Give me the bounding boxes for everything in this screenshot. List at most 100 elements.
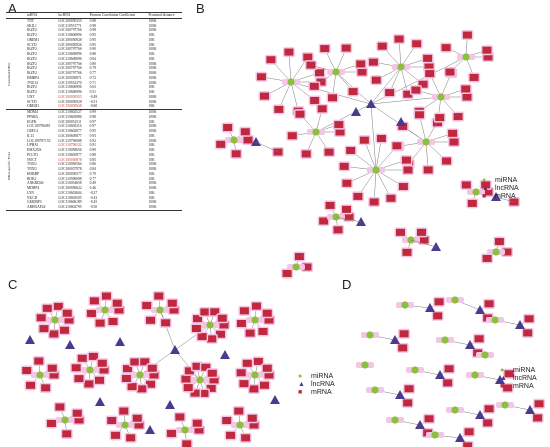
legend-c: ● miRNA ▲ lncRNA ■ mRNA xyxy=(298,372,335,396)
mrna-node xyxy=(404,385,414,393)
legend-item-mrna: ■ mRNA xyxy=(482,192,516,200)
mirna-node xyxy=(181,426,189,434)
mrna-node xyxy=(260,92,270,100)
mrna-node xyxy=(403,399,413,407)
mrna-node xyxy=(282,269,292,277)
mirna-node xyxy=(422,138,430,146)
mrna-node xyxy=(26,381,36,389)
mrna-node xyxy=(301,150,311,158)
cell-pearson: -0.51 xyxy=(89,99,98,104)
mirna-node xyxy=(251,316,259,324)
mrna-node xyxy=(371,76,381,84)
mirna-node xyxy=(101,306,109,314)
legend-d: ● miRNA ▲ lncRNA ■ mRNA xyxy=(500,366,537,390)
cell-distance: 100K xyxy=(148,80,157,85)
cell-pearson: 0.95 xyxy=(89,37,96,42)
cell-pearson: 0.77 xyxy=(89,71,96,75)
lncrna-node xyxy=(65,340,75,349)
mrna-node xyxy=(449,138,459,146)
legend-item-lncrna: ▲ lncRNA xyxy=(482,184,519,192)
table-row: HORBP LOC100050577 0.79 10K xyxy=(6,172,182,177)
panel-label-c: C xyxy=(8,277,18,292)
mrna-node xyxy=(441,44,451,52)
cell-mrna: IKZF2 xyxy=(27,61,37,66)
cell-lncrna: LOC110603505 xyxy=(58,195,82,200)
mrna-node xyxy=(346,146,356,154)
table-row: IKZF2 LOC100797766 0.79 100K xyxy=(6,66,182,71)
mrna-node xyxy=(74,416,84,424)
mrna-node xyxy=(324,148,334,156)
panel-a-table: mRNA lncRNA Pearson Correlation Coeffici… xyxy=(6,12,182,264)
cell-distance: 10K xyxy=(148,56,155,61)
mirna-node xyxy=(492,248,500,256)
table-row: NOCT LOC100050878 0.85 10K xyxy=(6,158,182,163)
network-edge xyxy=(370,96,442,105)
cell-pearson: 0.46 xyxy=(89,186,96,190)
cell-pearson: 0.88 xyxy=(89,52,96,56)
mrna-node xyxy=(62,430,72,438)
network-d xyxy=(356,296,546,447)
mirna-node xyxy=(332,213,340,221)
mirna-node xyxy=(451,406,459,414)
table-row: HMBP4 LOC100050871 0.72 100K xyxy=(6,76,182,81)
cell-mrna: OREM1 xyxy=(27,104,40,109)
mrna-node xyxy=(242,359,252,367)
mrna-node xyxy=(419,236,429,244)
mrna-node xyxy=(49,330,59,338)
mirna-node xyxy=(61,416,69,424)
cell-mrna: TNXU xyxy=(27,167,37,171)
cell-distance: 100K xyxy=(148,167,157,171)
mrna-node xyxy=(333,226,343,234)
mrna-node xyxy=(147,364,157,372)
cell-distance: 100K xyxy=(148,181,157,186)
cell-lncrna: LOC110600896 xyxy=(58,56,82,61)
cell-lncrna: LOC100050355 xyxy=(58,94,82,99)
network-edge xyxy=(370,103,377,171)
mrna-node xyxy=(132,414,142,422)
table-row: OREM1 LOC100050928 0.95 10K xyxy=(6,38,182,43)
cell-lncrna: LOC110600896 xyxy=(58,33,82,37)
cell-distance: 100K xyxy=(148,200,157,205)
mrna-node xyxy=(49,371,59,379)
mrna-node xyxy=(334,121,344,129)
cell-pearson: 0.86 xyxy=(89,162,96,167)
cell-mrna: PCLTO xyxy=(27,152,38,157)
table-row: IKZF2 LOC110600896 0.95 10K xyxy=(6,33,182,38)
table-row: PCLTO LOC110605877 0.88 10K xyxy=(6,153,182,158)
mrna-node xyxy=(484,300,494,308)
cell-pearson: 0.72 xyxy=(89,75,96,80)
network-edge xyxy=(375,138,382,171)
mrna-node xyxy=(481,181,491,189)
lncrna-node xyxy=(515,320,525,329)
cell-lncrna: LOC100050878 xyxy=(58,157,82,162)
mrna-node xyxy=(357,68,367,76)
lncrna-node xyxy=(465,340,475,349)
mrna-node xyxy=(127,383,137,391)
mirna-node xyxy=(471,371,479,379)
mrna-node xyxy=(434,298,444,306)
table-row: TNXU LOC100057978 0.84 100K xyxy=(6,167,182,172)
cell-mrna: EGFR xyxy=(27,119,37,124)
group-cell xyxy=(6,108,26,115)
cell-pearson: 0.95 xyxy=(89,129,96,133)
mrna-node xyxy=(137,385,147,393)
cell-pearson: 0.84 xyxy=(89,56,96,61)
cell-distance: 10K xyxy=(148,33,155,37)
cell-lncrna: LOC100797766 xyxy=(58,47,82,52)
mrna-node xyxy=(77,354,87,362)
cell-mrna: LYN xyxy=(27,190,35,195)
mrna-node xyxy=(219,321,229,329)
cell-mrna: NOCT xyxy=(27,157,37,162)
mrna-node xyxy=(342,205,352,213)
mrna-node xyxy=(359,136,369,144)
mrna-node xyxy=(401,156,411,164)
cell-mrna: OREM1 xyxy=(27,37,40,42)
cell-distance: 100K xyxy=(148,124,157,129)
cell-mrna: MDHP4 xyxy=(27,186,40,190)
cell-distance: 10K xyxy=(148,157,155,162)
mrna-node xyxy=(423,54,433,62)
lncrna-node xyxy=(455,433,465,442)
mrna-node xyxy=(209,376,219,384)
mrna-node xyxy=(294,253,304,261)
table-row: PPARG LOC110605886 0.98 100K xyxy=(6,115,182,120)
